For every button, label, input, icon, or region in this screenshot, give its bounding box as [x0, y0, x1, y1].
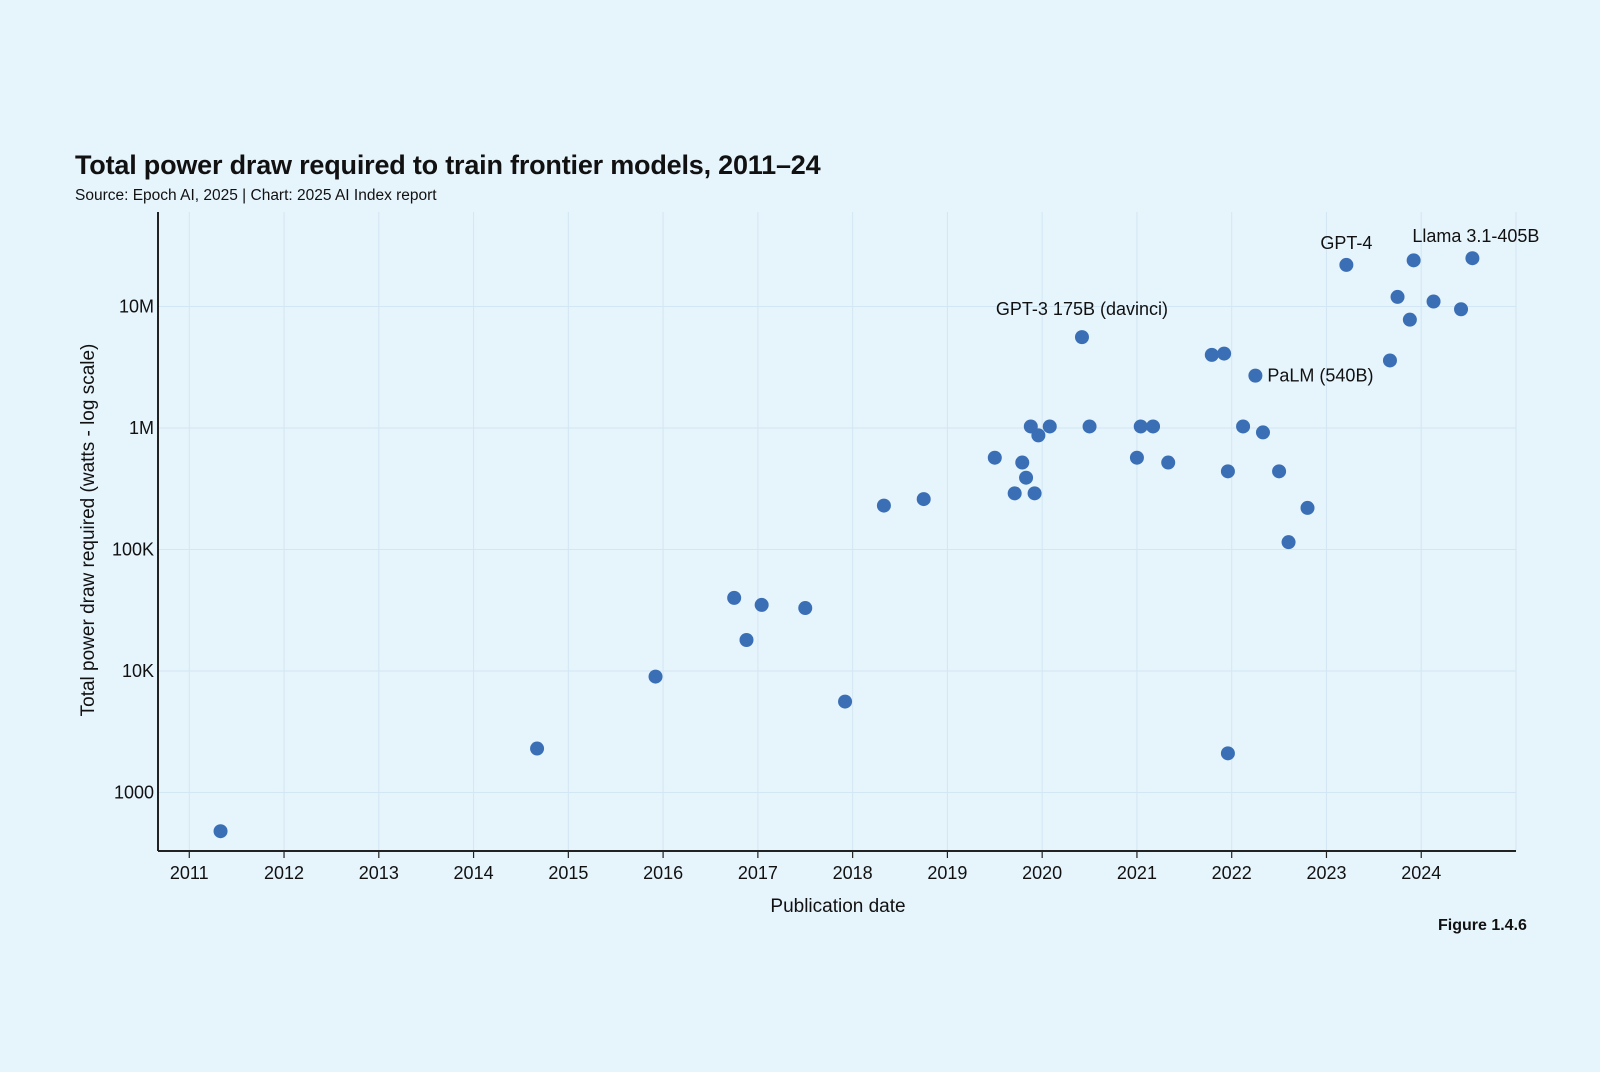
- data-point: [739, 632, 754, 647]
- x-tick-label: 2020: [1022, 863, 1062, 883]
- data-points: [213, 251, 1480, 839]
- data-point: [754, 597, 769, 612]
- x-tick-label: 2011: [170, 863, 209, 883]
- y-tick-label: 10K: [122, 661, 154, 681]
- figure-label: Figure 1.4.6: [1438, 917, 1527, 934]
- x-axis-title: Publication date: [770, 896, 905, 917]
- data-point: [1161, 455, 1176, 470]
- data-point: [916, 492, 931, 507]
- point-annotation: Llama 3.1-405B: [1412, 226, 1539, 246]
- point-annotation: GPT-3 175B (davinci): [996, 299, 1168, 319]
- x-tick-label: 2023: [1306, 863, 1346, 883]
- data-point: [1248, 368, 1263, 383]
- x-tick-label: 2022: [1212, 863, 1252, 883]
- data-point: [1390, 289, 1405, 304]
- chart-title: Total power draw required to train front…: [75, 150, 821, 180]
- x-tick-label: 2013: [359, 863, 399, 883]
- data-point: [213, 824, 228, 839]
- data-point: [727, 590, 742, 605]
- x-tick-label: 2019: [927, 863, 967, 883]
- data-point: [1031, 428, 1046, 443]
- data-point: [1146, 419, 1161, 434]
- data-point: [1220, 746, 1235, 761]
- data-point: [1027, 486, 1042, 501]
- data-point: [1382, 353, 1397, 368]
- data-point: [1220, 464, 1235, 479]
- x-tick-label: 2021: [1117, 863, 1157, 883]
- data-point: [1082, 419, 1097, 434]
- data-point: [1300, 500, 1315, 515]
- data-point: [1204, 347, 1219, 362]
- data-point: [798, 601, 813, 616]
- data-point: [1272, 464, 1287, 479]
- data-point: [530, 741, 545, 756]
- data-point: [1015, 455, 1030, 470]
- data-point: [648, 669, 663, 684]
- data-point: [1255, 425, 1270, 440]
- point-annotation: PaLM (540B): [1267, 366, 1373, 386]
- data-point: [876, 498, 891, 513]
- data-point: [838, 694, 853, 709]
- x-tick-label: 2014: [454, 863, 494, 883]
- y-tick-label: 10M: [119, 297, 154, 317]
- x-tick-label: 2016: [643, 863, 683, 883]
- data-point: [1465, 251, 1480, 266]
- data-point: [1007, 486, 1022, 501]
- data-point: [987, 450, 1002, 465]
- data-point: [1281, 535, 1296, 550]
- data-point: [1426, 294, 1441, 309]
- axes: [157, 212, 1516, 858]
- data-point: [1406, 253, 1421, 268]
- y-axis-title: Total power draw required (watts - log s…: [78, 344, 99, 717]
- gridlines: [158, 212, 1517, 851]
- data-point: [1454, 302, 1469, 317]
- data-point: [1019, 470, 1034, 485]
- x-tick-label: 2012: [264, 863, 304, 883]
- point-annotations: GPT-3 175B (davinci) PaLM (540B) GPT-4 Llam…: [996, 226, 1539, 385]
- data-point: [1217, 346, 1232, 361]
- chart-subtitle: Source: Epoch AI, 2025 | Chart: 2025 AI …: [75, 187, 437, 204]
- x-tick-label: 2017: [738, 863, 778, 883]
- y-tick-label: 100K: [112, 540, 154, 560]
- x-tick-label: 2015: [548, 863, 588, 883]
- tick-labels: 2011 2012 2013 2014 2015 2016 2017 2018 2019 2020…: [112, 297, 1441, 883]
- data-point: [1339, 257, 1354, 272]
- y-tick-label: 1M: [129, 418, 154, 438]
- data-point: [1236, 419, 1251, 434]
- data-point: [1074, 330, 1089, 345]
- data-point: [1042, 419, 1057, 434]
- y-tick-label: 1000: [114, 783, 154, 803]
- point-annotation: GPT-4: [1320, 233, 1372, 253]
- data-point: [1402, 312, 1417, 327]
- x-tick-label: 2018: [833, 863, 873, 883]
- data-point: [1129, 450, 1144, 465]
- x-tick-label: 2024: [1401, 863, 1441, 883]
- data-point: [1133, 419, 1148, 434]
